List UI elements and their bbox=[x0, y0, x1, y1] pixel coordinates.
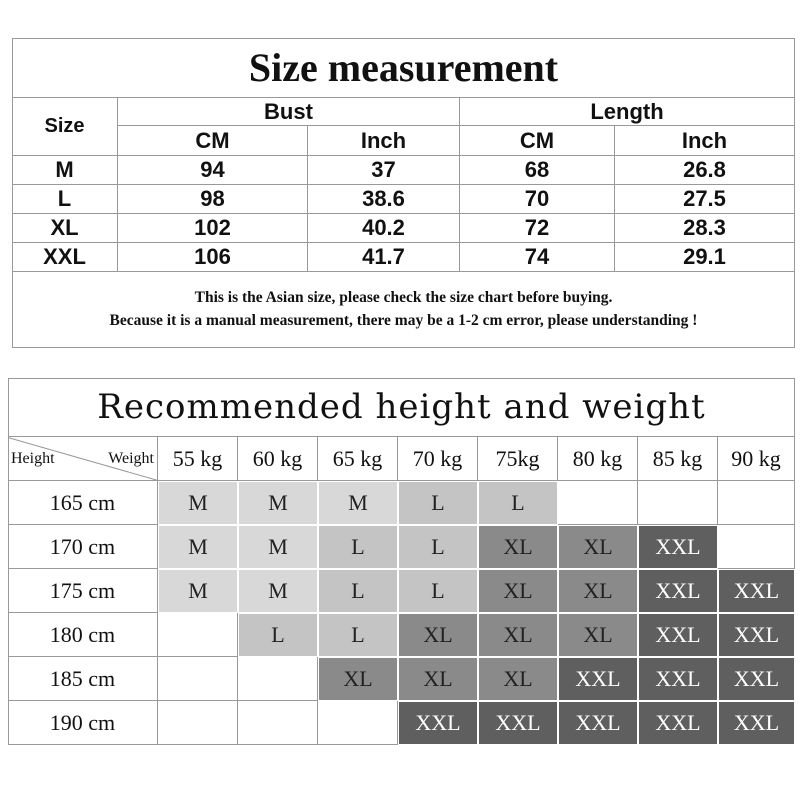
size-cell bbox=[158, 657, 238, 701]
size-cell: L bbox=[318, 569, 398, 613]
size-cell: XL bbox=[478, 525, 558, 569]
size-cell bbox=[718, 481, 795, 525]
size-cell bbox=[318, 701, 398, 745]
weight-header: 60 kg bbox=[238, 437, 318, 481]
measure-cell: 94 bbox=[118, 156, 308, 185]
size-cell: XL bbox=[478, 657, 558, 701]
weight-header: 90 kg bbox=[718, 437, 795, 481]
size-cell: XXL bbox=[638, 569, 718, 613]
size-cell: L bbox=[398, 525, 478, 569]
measure-cell: 28.3 bbox=[615, 214, 795, 243]
size-cell: L bbox=[478, 481, 558, 525]
measure-cell: 41.7 bbox=[308, 243, 460, 272]
size-cell: XXL bbox=[558, 701, 638, 745]
size-cell: XL bbox=[398, 613, 478, 657]
size-cell: M bbox=[158, 481, 238, 525]
weight-header: 80 kg bbox=[558, 437, 638, 481]
size-cell: XXL bbox=[638, 657, 718, 701]
measure-cell: 29.1 bbox=[615, 243, 795, 272]
group-header: Length bbox=[460, 98, 795, 126]
size-cell: L bbox=[318, 613, 398, 657]
height-cell: 180 cm bbox=[8, 613, 158, 657]
size-header: Size bbox=[12, 98, 118, 156]
size-cell: XL bbox=[558, 569, 638, 613]
size-cell: XXL bbox=[718, 569, 795, 613]
size-cell: XXL bbox=[398, 701, 478, 745]
measure-cell: 70 bbox=[460, 185, 615, 214]
corner-weight: Weight bbox=[108, 449, 154, 467]
measure-cell: 74 bbox=[460, 243, 615, 272]
size-cell bbox=[558, 481, 638, 525]
size-cell bbox=[718, 525, 795, 569]
size-cell: M bbox=[158, 569, 238, 613]
size-cell: M bbox=[238, 481, 318, 525]
size-cell: L bbox=[398, 481, 478, 525]
size-cell: XL bbox=[398, 657, 478, 701]
size-title: Size measurement bbox=[12, 38, 795, 98]
weight-header: 65 kg bbox=[318, 437, 398, 481]
size-cell: M bbox=[238, 569, 318, 613]
size-cell: XL bbox=[12, 214, 118, 243]
note: This is the Asian size, please check the… bbox=[194, 288, 613, 306]
unit-header: Inch bbox=[615, 126, 795, 156]
size-cell: XXL bbox=[638, 701, 718, 745]
size-cell: XXL bbox=[718, 701, 795, 745]
measure-cell: 37 bbox=[308, 156, 460, 185]
measure-cell: 26.8 bbox=[615, 156, 795, 185]
height-cell: 190 cm bbox=[8, 701, 158, 745]
size-cell: XL bbox=[478, 613, 558, 657]
corner-cell: Height Weight bbox=[7, 437, 160, 482]
measure-cell: 102 bbox=[118, 214, 308, 243]
size-cell: XL bbox=[558, 525, 638, 569]
size-cell: XL bbox=[478, 569, 558, 613]
height-cell: 175 cm bbox=[8, 569, 158, 613]
measure-cell: 40.2 bbox=[308, 214, 460, 243]
unit-header: CM bbox=[118, 126, 308, 156]
measure-cell: 72 bbox=[460, 214, 615, 243]
size-cell: M bbox=[158, 525, 238, 569]
size-cell: XXL bbox=[12, 243, 118, 272]
size-cell: XXL bbox=[638, 613, 718, 657]
size-cell: XXL bbox=[478, 701, 558, 745]
measure-cell: 98 bbox=[118, 185, 308, 214]
size-cell: XXL bbox=[718, 657, 795, 701]
weight-header: 75kg bbox=[478, 437, 558, 481]
group-header: Bust bbox=[118, 98, 460, 126]
size-cell: XXL bbox=[558, 657, 638, 701]
height-cell: 165 cm bbox=[8, 481, 158, 525]
measure-cell: 38.6 bbox=[308, 185, 460, 214]
size-cell: XL bbox=[318, 657, 398, 701]
size-cell bbox=[238, 701, 318, 745]
size-cell: M bbox=[318, 481, 398, 525]
unit-header: CM bbox=[460, 126, 615, 156]
weight-header: 85 kg bbox=[638, 437, 718, 481]
corner-height: Height bbox=[11, 449, 55, 467]
weight-header: 70 kg bbox=[398, 437, 478, 481]
size-cell: M bbox=[12, 156, 118, 185]
size-cell bbox=[158, 701, 238, 745]
size-cell: XXL bbox=[718, 613, 795, 657]
size-cell bbox=[238, 657, 318, 701]
size-cell: L bbox=[238, 613, 318, 657]
size-cell bbox=[158, 613, 238, 657]
measure-cell: 27.5 bbox=[615, 185, 795, 214]
size-cell: L bbox=[318, 525, 398, 569]
size-cell: XL bbox=[558, 613, 638, 657]
size-cell: L bbox=[12, 185, 118, 214]
height-cell: 170 cm bbox=[8, 525, 158, 569]
size-cell: XXL bbox=[638, 525, 718, 569]
size-cell: M bbox=[238, 525, 318, 569]
note: Because it is a manual measurement, ther… bbox=[109, 311, 698, 329]
height-cell: 185 cm bbox=[8, 657, 158, 701]
size-cell: L bbox=[398, 569, 478, 613]
weight-header: 55 kg bbox=[158, 437, 238, 481]
recommend-title: Recommended height and weight bbox=[8, 378, 795, 437]
unit-header: Inch bbox=[308, 126, 460, 156]
size-cell bbox=[638, 481, 718, 525]
measure-cell: 106 bbox=[118, 243, 308, 272]
measure-cell: 68 bbox=[460, 156, 615, 185]
